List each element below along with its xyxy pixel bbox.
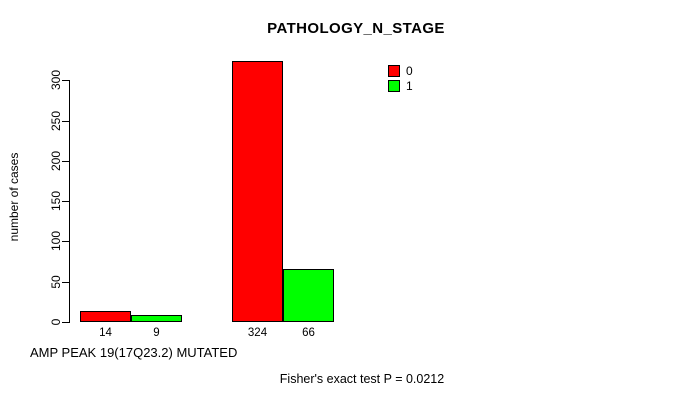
y-tick: [62, 80, 69, 81]
legend: 0 1: [388, 64, 413, 94]
bar-group1-series0: [232, 61, 283, 322]
y-tick: [62, 121, 69, 122]
bar-group1-series1: [283, 269, 334, 322]
bar-count-label: 14: [99, 327, 112, 339]
y-tick: [62, 201, 69, 202]
y-tick-label: 0: [49, 318, 63, 326]
chart-title: PATHOLOGY_N_STAGE: [267, 20, 445, 37]
y-tick-label: 50: [49, 275, 63, 289]
y-axis-line: [69, 80, 70, 323]
y-tick: [62, 161, 69, 162]
bar-group0-series1: [131, 315, 182, 322]
legend-label-1: 1: [406, 78, 413, 93]
x-axis-title: AMP PEAK 19(17Q23.2) MUTATED: [30, 345, 238, 360]
bar-count-label: 324: [247, 327, 268, 339]
y-tick-label: 150: [49, 190, 63, 212]
bar-group0-series0: [80, 311, 131, 322]
legend-row-0: 0: [388, 64, 413, 78]
y-axis-title: number of cases: [7, 152, 21, 242]
legend-label-0: 0: [406, 63, 413, 78]
y-tick-label: 200: [49, 150, 63, 172]
legend-row-1: 1: [388, 79, 413, 93]
y-tick: [62, 241, 69, 242]
legend-swatch-green: [388, 80, 400, 92]
y-tick-label: 250: [49, 110, 63, 132]
y-tick: [62, 322, 69, 323]
y-tick-label: 100: [49, 230, 63, 252]
y-tick-label: 300: [49, 69, 63, 91]
fisher-test-annotation: Fisher's exact test P = 0.0212: [279, 372, 445, 386]
legend-swatch-red: [388, 65, 400, 77]
y-tick: [62, 282, 69, 283]
bar-count-label: 66: [302, 327, 315, 339]
bar-count-label: 9: [153, 327, 160, 339]
